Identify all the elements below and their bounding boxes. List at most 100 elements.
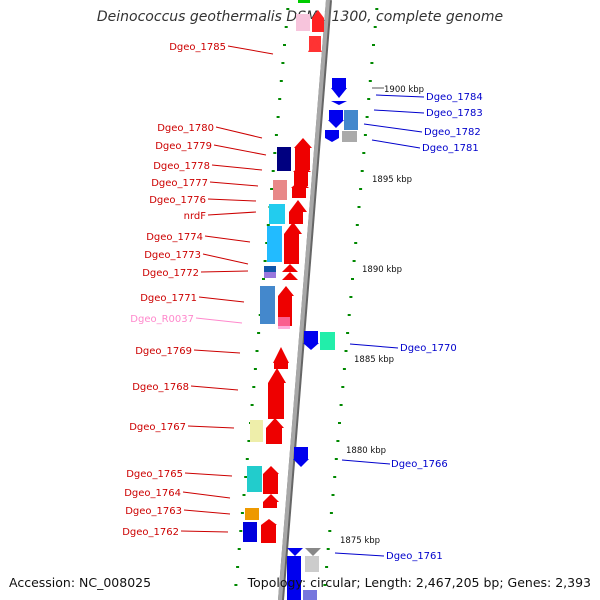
label-Dgeo_1771: Dgeo_1771 bbox=[140, 293, 197, 304]
ruler-dash-right bbox=[325, 566, 329, 568]
right-gene-labels: Dgeo_1784 Dgeo_1783 Dgeo_1782 Dgeo_1781 … bbox=[334, 92, 483, 562]
label-Dgeo_1779: Dgeo_1779 bbox=[155, 141, 212, 152]
gene-Dgeo_1781-blue bbox=[325, 138, 339, 142]
ruler-dash-left bbox=[234, 584, 238, 586]
ruler-dash-left bbox=[236, 566, 240, 568]
ruler-dash-right bbox=[331, 494, 335, 496]
gene-Dgeo_1766 bbox=[293, 459, 309, 467]
label-Dgeo_1765: Dgeo_1765 bbox=[126, 469, 183, 480]
gene-Dgeo_1782 bbox=[344, 110, 358, 130]
ruler-dash-left bbox=[240, 512, 244, 514]
ruler-dash-left bbox=[283, 44, 286, 46]
gene-red-arrow bbox=[312, 10, 324, 18]
ruler-dash-left bbox=[252, 386, 256, 388]
tick-label: 1890 kbp bbox=[362, 265, 402, 275]
label-Dgeo_1776: Dgeo_1776 bbox=[149, 195, 206, 206]
ruler-dash-right bbox=[346, 332, 350, 334]
gene-red bbox=[312, 18, 324, 32]
ruler-right bbox=[323, 8, 379, 586]
accession-text: Accession: NC_008025 bbox=[9, 575, 152, 590]
label-Dgeo_1772: Dgeo_1772 bbox=[142, 268, 199, 279]
label-Dgeo_1781: Dgeo_1781 bbox=[422, 143, 479, 154]
ruler-dash-right bbox=[363, 134, 367, 136]
ruler-left bbox=[234, 8, 290, 586]
ruler-dash-left bbox=[273, 152, 277, 154]
ruler-dash-left bbox=[279, 80, 283, 82]
ruler-dash-left bbox=[250, 404, 254, 406]
label-Dgeo_1783: Dgeo_1783 bbox=[426, 108, 483, 119]
gene-Dgeo_1773-blue bbox=[264, 266, 276, 272]
ruler-dash-right bbox=[357, 206, 361, 208]
ruler-dash-left bbox=[286, 8, 290, 10]
label-Dgeo_1770: Dgeo_1770 bbox=[400, 343, 457, 354]
ruler-dash-right bbox=[375, 8, 379, 10]
ruler-dash-right bbox=[323, 584, 327, 586]
ruler-dash-left bbox=[242, 494, 246, 496]
label-Dgeo_1768: Dgeo_1768 bbox=[132, 382, 189, 393]
gene-Dgeo_1784 bbox=[331, 88, 347, 98]
label-Dgeo_1766: Dgeo_1766 bbox=[391, 459, 448, 470]
gene-Dgeo_1777-pink bbox=[273, 180, 287, 200]
gene-Dgeo_1776 bbox=[289, 212, 303, 224]
ruler-dash-left bbox=[247, 440, 251, 442]
label-Dgeo_1780: Dgeo_1780 bbox=[157, 123, 214, 134]
gene-Dgeo_1780 bbox=[277, 147, 291, 171]
gene-group-top bbox=[296, 0, 324, 52]
ruler-dash-left bbox=[262, 278, 265, 280]
ruler-dash-right bbox=[349, 296, 353, 298]
reverse-genes bbox=[287, 78, 358, 600]
ruler-dash-left bbox=[281, 62, 285, 64]
forward-colored-genes bbox=[243, 147, 291, 542]
ruler-dash-left bbox=[255, 350, 259, 352]
ruler-dash-right bbox=[360, 170, 364, 172]
ruler-dash-left bbox=[253, 368, 257, 370]
tick-label: 1880 kbp bbox=[346, 446, 386, 456]
label-Dgeo_1784: Dgeo_1784 bbox=[426, 92, 483, 103]
ruler-dash-left bbox=[274, 134, 278, 136]
gene-nrdF bbox=[269, 204, 285, 224]
ruler-dash-right bbox=[329, 512, 333, 514]
gene-Dgeo_1783 bbox=[328, 120, 344, 128]
tick-label: 1885 kbp bbox=[354, 355, 394, 365]
ruler-dash-right bbox=[359, 188, 363, 190]
label-Dgeo_1778: Dgeo_1778 bbox=[153, 161, 210, 172]
gene-Dgeo_1765-cyan bbox=[247, 466, 262, 492]
label-Dgeo_1762: Dgeo_1762 bbox=[122, 527, 179, 538]
ruler-dash-left bbox=[237, 548, 241, 550]
ruler-dash-right bbox=[370, 62, 374, 64]
gene-Dgeo_1765 bbox=[263, 474, 278, 494]
genome-stats-text: Topology: circular; Length: 2,467,205 bp… bbox=[247, 575, 591, 590]
gene-Dgeo_1764 bbox=[263, 502, 277, 508]
ruler-dash-left bbox=[265, 242, 269, 244]
label-Dgeo_1767: Dgeo_1767 bbox=[129, 422, 186, 433]
gene-Dgeo_1781 bbox=[342, 131, 357, 142]
ruler-dash-left bbox=[270, 188, 274, 190]
ruler-dash-right bbox=[372, 44, 375, 46]
gene-pink bbox=[296, 14, 310, 31]
ruler-dash-right bbox=[339, 404, 343, 406]
gene-Dgeo_1763 bbox=[245, 508, 259, 520]
ruler-dash-left bbox=[257, 332, 261, 334]
gene-Dgeo_1768 bbox=[268, 383, 284, 419]
ruler-dash-right bbox=[355, 224, 359, 226]
gene-Dgeo_1769 bbox=[274, 363, 288, 369]
tick-label: 1875 kbp bbox=[340, 536, 380, 546]
gene-partial bbox=[298, 0, 310, 3]
gene-Dgeo_R0037 bbox=[278, 317, 290, 329]
label-nrdF: nrdF bbox=[184, 211, 207, 222]
ruler-dash-right bbox=[373, 26, 377, 28]
label-Dgeo_R0037: Dgeo_R0037 bbox=[130, 314, 194, 325]
gene-Dgeo_1762-blue bbox=[243, 522, 257, 542]
ruler-dash-right bbox=[347, 314, 351, 316]
forward-genes bbox=[261, 138, 312, 543]
label-Dgeo_1764: Dgeo_1764 bbox=[124, 488, 181, 499]
tick-label: 1895 kbp bbox=[372, 175, 412, 185]
ruler-dash-left bbox=[278, 98, 282, 100]
left-gene-labels: Dgeo_1785 Dgeo_1780 Dgeo_1779 Dgeo_1778 … bbox=[122, 42, 274, 538]
ruler-dash-left bbox=[276, 116, 280, 118]
ruler-dash-right bbox=[352, 260, 356, 262]
ruler-dash-left bbox=[284, 26, 288, 28]
label-Dgeo_1777: Dgeo_1777 bbox=[151, 178, 208, 189]
gene-Dgeo_1767-yellow bbox=[250, 420, 263, 442]
ruler-dash-left bbox=[244, 476, 248, 478]
